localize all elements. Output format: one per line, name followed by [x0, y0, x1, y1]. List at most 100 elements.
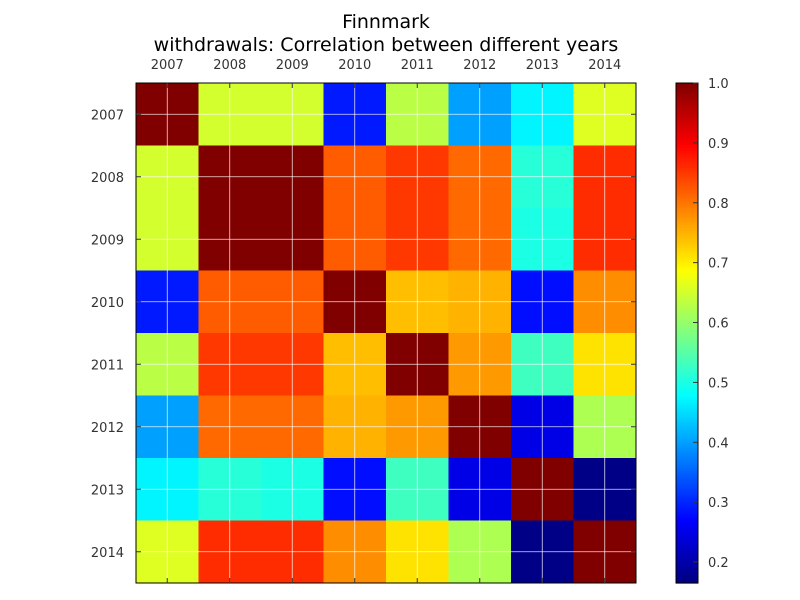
colorbar-segment — [676, 383, 698, 387]
colorbar-segment — [676, 105, 698, 109]
colorbar-segment — [676, 210, 698, 214]
x-tick-label: 2010 — [338, 58, 371, 73]
colorbar-segment — [676, 418, 698, 422]
colorbar-segment — [676, 398, 698, 402]
y-tick-label: 2007 — [91, 108, 124, 123]
colorbar-segment — [676, 438, 698, 442]
x-tick-label: 2009 — [276, 58, 309, 73]
colorbar-segment — [676, 85, 698, 89]
colorbar-segment — [676, 468, 698, 472]
x-axis-ticks: 2007 2008 2009 2010 2011 2012 2013 2014 — [151, 58, 621, 583]
colorbar-segment — [676, 290, 698, 294]
colorbar-segment — [676, 95, 698, 99]
colorbar-segment — [676, 483, 698, 487]
colorbar-segment — [676, 335, 698, 339]
x-tick-label: 2012 — [463, 58, 496, 73]
y-axis-ticks: 2007 2008 2009 2010 2011 2012 2013 2014 — [91, 108, 636, 561]
colorbar-segment — [676, 530, 698, 534]
colorbar-segment — [676, 135, 698, 139]
colorbar-segment — [676, 355, 698, 359]
colorbar-segment — [676, 278, 698, 282]
y-tick-label: 2011 — [91, 358, 124, 373]
colorbar-segment — [676, 185, 698, 189]
x-tick-label: 2013 — [526, 58, 559, 73]
colorbar-segment — [676, 550, 698, 554]
colorbar-segment — [676, 405, 698, 409]
colorbar-segment — [676, 478, 698, 482]
colorbar-segment — [676, 138, 698, 142]
colorbar-segment — [676, 128, 698, 132]
colorbar-segment — [676, 163, 698, 167]
colorbar: 1.0 0.9 0.8 0.7 0.6 0.5 0.4 0.3 0.2 — [675, 77, 729, 584]
colorbar-segment — [676, 370, 698, 374]
colorbar-segment — [676, 558, 698, 562]
colorbar-segment — [676, 433, 698, 437]
colorbar-segment — [676, 110, 698, 114]
colorbar-segment — [676, 480, 698, 484]
colorbar-segment — [676, 350, 698, 354]
colorbar-segment — [676, 555, 698, 559]
colorbar-segment — [676, 195, 698, 199]
colorbar-segment — [676, 495, 698, 499]
colorbar-segment — [676, 153, 698, 157]
colorbar-segment — [676, 470, 698, 474]
colorbar-segment — [676, 428, 698, 432]
colorbar-segment — [676, 313, 698, 317]
colorbar-segment — [676, 358, 698, 362]
colorbar-segment — [676, 523, 698, 527]
colorbar-segment — [676, 90, 698, 94]
colorbar-segment — [676, 250, 698, 254]
colorbar-segment — [676, 240, 698, 244]
colorbar-segment — [676, 535, 698, 539]
colorbar-segment — [676, 108, 698, 112]
x-tick-label: 2014 — [588, 58, 621, 73]
colorbar-segment — [676, 570, 698, 574]
colorbar-segment — [676, 220, 698, 224]
colorbar-segment — [676, 183, 698, 187]
colorbar-segment — [676, 493, 698, 497]
colorbar-tick-label: 0.2 — [708, 556, 729, 571]
colorbar-segment — [676, 148, 698, 152]
colorbar-tick-label: 0.6 — [708, 317, 729, 332]
colorbar-segment — [676, 315, 698, 319]
heatmap-cells — [136, 83, 637, 584]
colorbar-segment — [676, 218, 698, 222]
y-tick-label: 2009 — [91, 233, 124, 248]
colorbar-segment — [676, 548, 698, 552]
colorbar-segment — [676, 365, 698, 369]
colorbar-segment — [676, 543, 698, 547]
colorbar-segment — [676, 510, 698, 514]
colorbar-segment — [676, 150, 698, 154]
colorbar-segment — [676, 453, 698, 457]
colorbar-segment — [676, 373, 698, 377]
colorbar-segment — [676, 518, 698, 522]
colorbar-segment — [676, 283, 698, 287]
x-tick-label: 2008 — [213, 58, 246, 73]
colorbar-segment — [676, 258, 698, 262]
colorbar-segment — [676, 225, 698, 229]
colorbar-segment — [676, 430, 698, 434]
colorbar-segment — [676, 303, 698, 307]
colorbar-tick-label: 0.9 — [708, 137, 729, 152]
chart-subtitle: withdrawals: Correlation between differe… — [154, 34, 619, 56]
colorbar-segment — [676, 190, 698, 194]
colorbar-segment — [676, 435, 698, 439]
colorbar-segment — [676, 200, 698, 204]
colorbar-segment — [676, 285, 698, 289]
colorbar-segment — [676, 408, 698, 412]
x-tick-label: 2007 — [151, 58, 184, 73]
colorbar-segment — [676, 98, 698, 102]
colorbar-segment — [676, 560, 698, 564]
colorbar-segment — [676, 260, 698, 264]
colorbar-segment — [676, 288, 698, 292]
colorbar-segment — [676, 323, 698, 327]
colorbar-segment — [676, 343, 698, 347]
colorbar-segment — [676, 255, 698, 259]
colorbar-segment — [676, 525, 698, 529]
colorbar-segment — [676, 120, 698, 124]
colorbar-segment — [676, 473, 698, 477]
colorbar-segment — [676, 563, 698, 567]
colorbar-segment — [676, 165, 698, 169]
colorbar-segment — [676, 205, 698, 209]
colorbar-segment — [676, 215, 698, 219]
